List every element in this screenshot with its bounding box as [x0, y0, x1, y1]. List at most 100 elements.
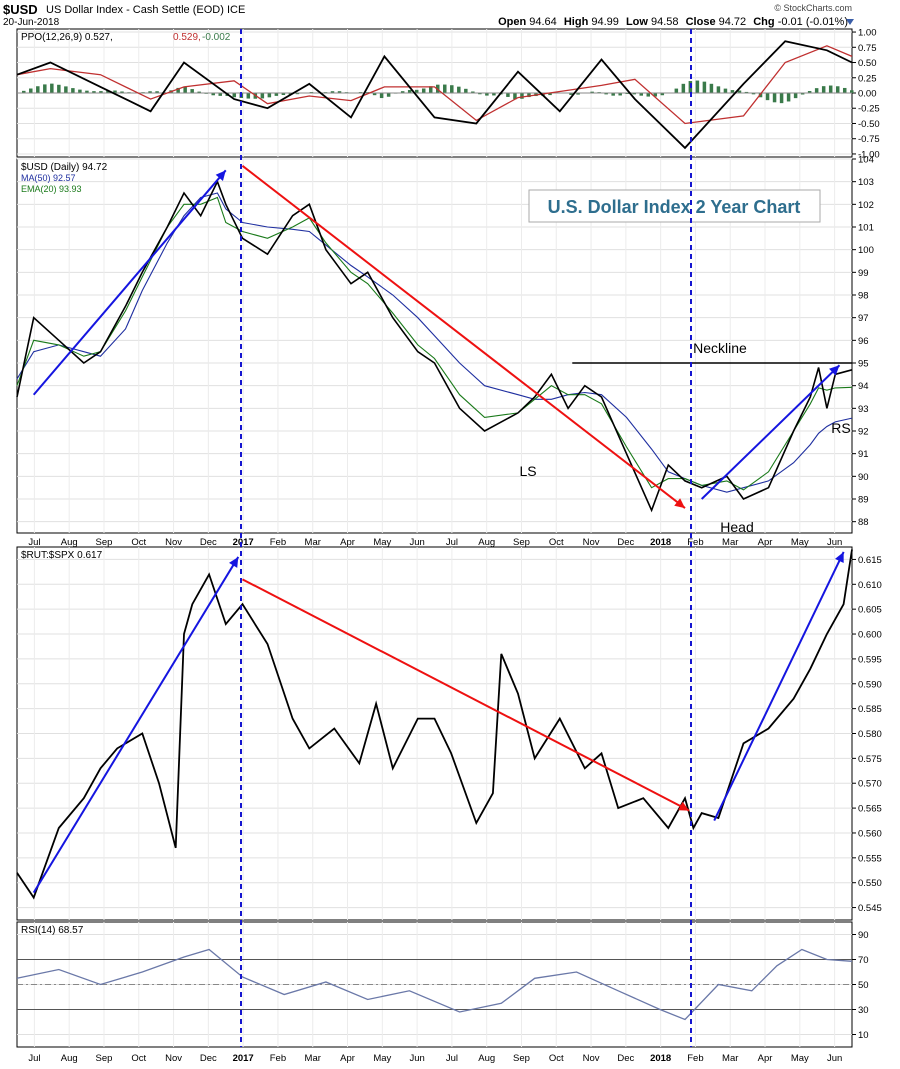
ratio-line	[16, 549, 853, 900]
trendline-up-2	[701, 364, 841, 500]
quote-summary: Open 94.64 High 94.99 Low 94.58 Close 94…	[498, 16, 852, 28]
rsi-x-tick-label: Mar	[722, 1053, 738, 1064]
ppo-histogram-bar	[807, 91, 812, 93]
y-tick-label: 0.600	[858, 630, 882, 641]
exchange-text: ICE	[226, 4, 246, 16]
title-box	[528, 189, 821, 223]
rsi-x-tick-label: Jul	[446, 1053, 458, 1064]
right-shoulder-label: RS	[831, 420, 850, 436]
price-x-tick-label: Mar	[722, 537, 738, 548]
price-x-tick-label: Oct	[549, 537, 564, 548]
ppo-histogram-bar	[99, 91, 103, 93]
ppo-histogram-bar	[618, 93, 622, 96]
y-tick-label: 0.610	[858, 580, 882, 591]
chart-date: 20-Jun-2018	[3, 17, 60, 28]
ppo-histogram-bar	[443, 84, 447, 93]
dropdown-arrow-icon[interactable]	[846, 19, 854, 25]
rsi-x-tick-label: Jul	[28, 1053, 40, 1064]
ppo-histogram-bar	[330, 91, 335, 93]
ppo-histogram-bar	[450, 85, 454, 93]
head-label: Head	[720, 519, 753, 535]
ppo-histogram-bar	[407, 90, 412, 93]
ppo-histogram-bar	[421, 88, 426, 93]
trendline-arrow-icon	[674, 498, 685, 509]
rsi-legend: RSI(14) 68.57	[21, 925, 84, 936]
description-text: US Dollar Index - Cash Settle (EOD)	[46, 4, 224, 16]
trendline-down-1	[241, 165, 686, 509]
ppo-histogram-bar	[520, 93, 524, 99]
y-tick-label: 0.545	[858, 903, 882, 914]
y-tick-label: 0.565	[858, 804, 882, 815]
ppo-histogram-bar	[78, 89, 82, 93]
price-x-tick-label: Aug	[61, 537, 78, 548]
ppo-histogram-bar	[695, 80, 700, 93]
rsi-x-tick-label: Oct	[131, 1053, 146, 1064]
y-tick-label: 0.605	[858, 605, 882, 616]
rsi-line	[16, 948, 853, 1021]
rsi-x-tick-label: Oct	[549, 1053, 564, 1064]
ppo-histogram-bar	[492, 93, 496, 96]
ppo-histogram-bar	[485, 93, 489, 96]
brand-watermark: © StockCharts.com	[774, 3, 852, 13]
chg-label: Chg	[753, 16, 775, 28]
y-tick-label: 0.575	[858, 754, 882, 765]
ppo-histogram-bar	[850, 90, 854, 93]
y-tick-label: 96	[858, 336, 869, 347]
ppo-histogram-bar	[457, 86, 461, 93]
y-tick-label: 89	[858, 495, 869, 506]
y-tick-label: 98	[858, 291, 869, 302]
price-x-tick-label: Aug	[478, 537, 495, 548]
ppo-histogram-bar	[386, 93, 391, 97]
ppo-histogram-bar	[218, 93, 222, 96]
ppo-histogram-bar	[576, 93, 580, 95]
y-tick-label: 0.585	[858, 704, 882, 715]
ppo-histogram-bar	[85, 90, 89, 93]
ppo-histogram-bar	[702, 81, 707, 93]
y-tick-label: 0.615	[858, 555, 882, 566]
ratio-legend: $RUT:$SPX 0.617	[21, 550, 103, 561]
ppo-signal-legend: 0.529,	[173, 32, 201, 43]
y-tick-label: 0.570	[858, 779, 882, 790]
ppo-histogram-bar	[842, 87, 847, 93]
ema20-line	[16, 196, 853, 491]
price-x-tick-label: 2017	[233, 537, 254, 548]
price-x-tick-label: Feb	[687, 537, 703, 548]
ppo-histogram-bar	[604, 93, 608, 95]
ppo-histogram-bar	[274, 93, 279, 96]
rsi-x-tick-label: May	[373, 1053, 391, 1064]
y-tick-label: -1.00	[858, 149, 880, 160]
y-tick-label: 104	[858, 155, 874, 166]
ppo-histogram-bar	[478, 93, 482, 95]
high-label: High	[563, 16, 589, 28]
rsi-x-tick-label: Jun	[409, 1053, 424, 1064]
price-x-tick-label: Sep	[96, 537, 113, 548]
price-x-tick-label: Mar	[305, 537, 321, 548]
ppo-histogram-bar	[737, 90, 742, 93]
ppo-histogram-legend: -0.002	[202, 32, 231, 43]
ppo-histogram-bar	[744, 91, 749, 93]
ppo-histogram-bar	[800, 93, 805, 95]
ppo-histogram-bar	[723, 88, 728, 93]
y-tick-label: -0.50	[858, 119, 880, 130]
ppo-histogram-bar	[148, 91, 152, 93]
ppo-legend: PPO(12,26,9) 0.527,	[21, 32, 113, 43]
y-tick-label: 0.595	[858, 654, 882, 665]
ppo-histogram-bar	[786, 93, 791, 102]
rsi-x-tick-label: Apr	[340, 1053, 355, 1064]
y-tick-label: 103	[858, 177, 874, 188]
price-x-tick-label: Jun	[409, 537, 424, 548]
y-tick-label: 99	[858, 268, 869, 279]
trendline-arrow-icon	[678, 801, 690, 811]
ppo-histogram-bar	[43, 84, 47, 93]
ppo-histogram-bar	[513, 93, 517, 100]
ppo-histogram-bar	[57, 84, 61, 93]
y-tick-label: 0.550	[858, 878, 882, 889]
y-tick-label: 101	[858, 223, 874, 234]
price-x-tick-label: Nov	[583, 537, 600, 548]
y-tick-label: -0.75	[858, 134, 880, 145]
trendline-up-0	[32, 556, 240, 894]
high-value: 94.99	[591, 16, 619, 28]
price-x-tick-label: May	[373, 537, 391, 548]
ppo-histogram-bar	[835, 86, 840, 93]
price-x-tick-label: Jul	[28, 537, 40, 548]
